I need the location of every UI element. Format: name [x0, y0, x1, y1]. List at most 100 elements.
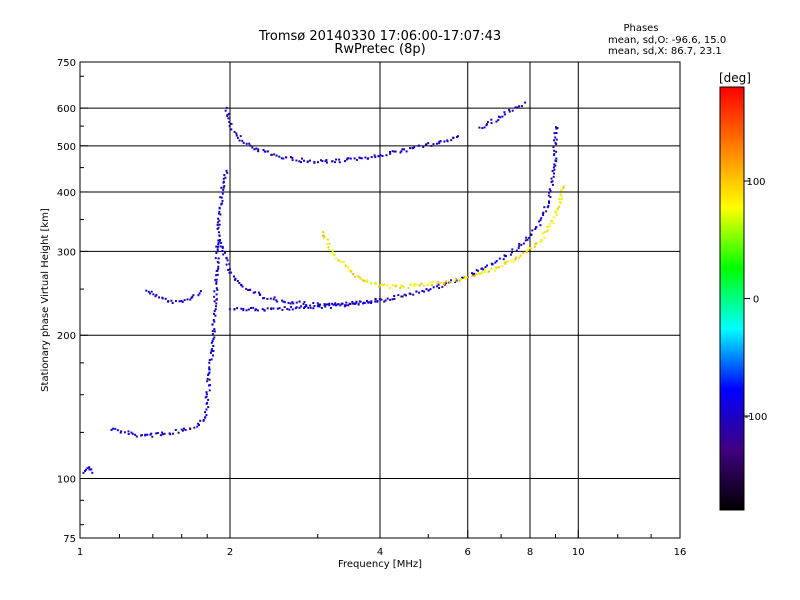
- echo-point: [211, 340, 214, 343]
- echo-point: [207, 398, 210, 401]
- echo-point: [530, 233, 533, 236]
- echo-point: [560, 198, 563, 200]
- echo-point: [309, 306, 312, 309]
- echo-point: [370, 301, 373, 303]
- echo-point: [553, 172, 555, 175]
- echo-point: [178, 300, 181, 303]
- echo-point: [509, 253, 512, 256]
- echo-point: [452, 136, 455, 139]
- echo-point: [533, 245, 536, 248]
- echo-point: [210, 348, 213, 350]
- echo-point: [172, 432, 174, 435]
- echo-point: [484, 266, 487, 269]
- echo-point: [227, 112, 230, 115]
- echo-point: [285, 156, 288, 159]
- echo-point: [391, 150, 394, 153]
- echo-point: [421, 290, 424, 292]
- echo-point: [403, 293, 406, 296]
- echo-point: [429, 281, 432, 284]
- echo-point: [424, 143, 427, 146]
- echo-point: [218, 206, 221, 209]
- echo-point: [221, 199, 224, 202]
- echo-point: [199, 290, 202, 293]
- echo-point: [180, 428, 183, 431]
- echo-point: [464, 277, 467, 280]
- echo-point: [366, 280, 369, 283]
- echo-point: [82, 471, 85, 474]
- echo-point: [189, 298, 192, 301]
- echo-point: [555, 126, 557, 129]
- echo-point: [289, 302, 292, 305]
- echo-point: [551, 170, 554, 173]
- echo-point: [362, 302, 364, 305]
- echo-point: [257, 150, 260, 153]
- echo-point: [370, 156, 373, 159]
- echo-point: [230, 128, 233, 131]
- echo-point: [539, 219, 542, 222]
- echo-point: [205, 393, 208, 396]
- echo-point: [528, 247, 531, 250]
- echo-point: [553, 153, 556, 155]
- echo-point: [197, 422, 200, 425]
- echo-point: [555, 132, 558, 134]
- echo-point: [389, 298, 392, 301]
- echo-point: [485, 123, 488, 126]
- echo-point: [343, 305, 346, 308]
- echo-point: [552, 175, 555, 178]
- echo-point: [321, 234, 324, 237]
- echo-point: [360, 157, 363, 160]
- echo-point: [289, 156, 292, 159]
- echo-point: [226, 171, 229, 174]
- colorbar-unit: [deg]: [719, 71, 751, 85]
- echo-point: [524, 101, 527, 104]
- echo-point: [490, 122, 493, 124]
- echo-point: [251, 146, 254, 149]
- echo-point: [238, 139, 241, 142]
- echo-point: [475, 273, 478, 276]
- echo-point: [213, 295, 216, 298]
- echo-point: [306, 160, 309, 163]
- echo-point: [159, 434, 162, 437]
- echo-point: [502, 258, 505, 261]
- echo-point: [213, 328, 216, 331]
- echo-point: [431, 281, 434, 283]
- echo-point: [466, 276, 469, 279]
- echo-point: [180, 299, 183, 302]
- echo-point: [397, 294, 400, 297]
- echo-point: [400, 150, 403, 153]
- chart-subtitle: RwPretec (8p): [334, 42, 425, 57]
- echo-point: [218, 219, 221, 222]
- echo-point: [504, 261, 507, 264]
- echo-point: [266, 150, 269, 153]
- echo-point: [213, 330, 216, 333]
- x-tick-label: 4: [377, 547, 383, 558]
- echo-point: [418, 284, 421, 287]
- echo-point: [399, 151, 402, 154]
- echo-point: [455, 279, 458, 282]
- echo-point: [354, 275, 357, 278]
- echo-point: [213, 300, 216, 303]
- echo-point: [464, 275, 467, 278]
- echo-point: [543, 206, 546, 209]
- echo-point: [518, 257, 521, 260]
- echo-point: [292, 302, 295, 305]
- echo-point: [482, 268, 485, 271]
- echo-point: [490, 118, 493, 121]
- echo-point: [198, 292, 201, 295]
- echo-point: [331, 249, 334, 252]
- echo-point: [325, 159, 328, 161]
- colorbar-tick-label: 100: [746, 177, 765, 188]
- echo-point: [534, 243, 536, 246]
- echo-point: [247, 289, 250, 292]
- echo-point: [240, 283, 243, 286]
- echo-point: [228, 271, 231, 274]
- echo-point: [222, 177, 225, 180]
- echo-point: [212, 354, 214, 357]
- echo-point: [363, 301, 366, 304]
- y-tick-label: 75: [63, 534, 76, 545]
- echo-point: [222, 189, 225, 191]
- echo-point: [278, 307, 281, 310]
- echo-point: [342, 261, 345, 263]
- echo-point: [206, 401, 209, 404]
